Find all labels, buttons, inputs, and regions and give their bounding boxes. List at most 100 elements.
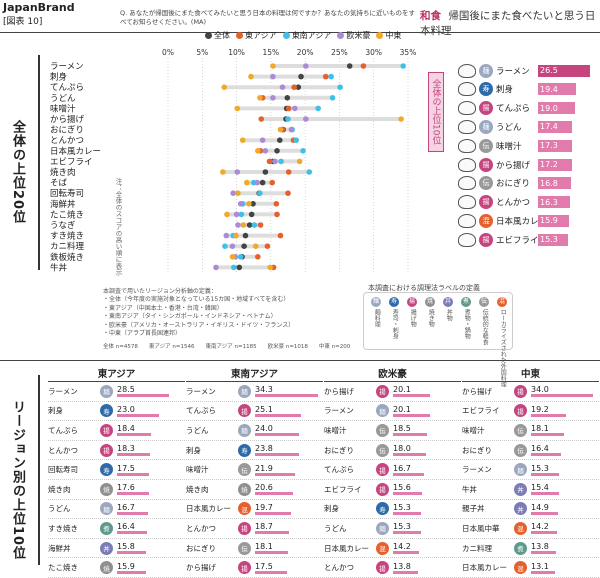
data-point [337, 84, 343, 90]
value-bar [117, 453, 151, 457]
data-point [279, 84, 286, 90]
region-row: うどん 麺 24.0 [186, 421, 323, 441]
value-bar [255, 472, 296, 476]
value-block: 15.4 [531, 483, 560, 496]
value-block: 14.2 [531, 522, 557, 535]
dish-icon [458, 138, 476, 153]
cooking-label-badge: 混 [376, 541, 389, 555]
label-badge: 焼 [425, 297, 435, 307]
value-text: 14.2 [393, 542, 411, 552]
value-block: 20.1 [393, 405, 430, 417]
data-point [315, 105, 321, 112]
dish-name: 日本風中華 [462, 523, 500, 533]
data-point [258, 116, 265, 122]
data-point [223, 232, 230, 239]
value-bar [393, 413, 430, 417]
x-tick-label: 15% [263, 48, 280, 57]
label-text: ローカライズされた外国料理 [499, 309, 507, 387]
cooking-label-badge: 寿 [100, 463, 113, 477]
data-point [276, 137, 283, 143]
page-title: 和食 帰国後にまた食べたいと思う日本料理 [420, 8, 600, 38]
data-point [306, 169, 313, 175]
top10-list: 麺ラーメン 26.5 寿刺身 19.4 揚てんぷら 19.0 麺うどん 17.4 伝味噌汁 17.… [458, 56, 600, 264]
label-text: 丼物 [445, 309, 453, 321]
value-bar [255, 453, 299, 457]
value-bar [117, 472, 149, 476]
dish-name: ラーメン [324, 406, 354, 416]
value-bar [117, 570, 147, 574]
dish-name: から揚げ [496, 160, 531, 171]
cooking-label-badge: 揚 [100, 443, 113, 457]
value-text: 18.0 [393, 444, 411, 454]
cooking-label-badge: 伝 [479, 138, 493, 153]
value-text: 20.1 [393, 385, 411, 395]
value-bar [117, 492, 150, 496]
label-badge: 混 [497, 297, 507, 307]
value-text: 16.4 [117, 522, 135, 532]
value-bar [393, 570, 419, 574]
region-row: 刺身 寿 23.8 [186, 441, 323, 461]
value-block: 16.7 [393, 464, 424, 476]
category-label: ラーメン [50, 62, 84, 72]
dish-icon [458, 157, 476, 172]
region-table: 欧米豪 から揚げ揚 20.1 ラーメン麺 20.1 味噌汁伝 18.5 おにぎり伝 18.0 てん… [324, 366, 461, 578]
value-bar [531, 472, 559, 476]
category-label: 味噌汁 [50, 103, 76, 114]
x-tick-label: 5% [196, 48, 208, 57]
region-row: 牛丼 丼 15.4 [462, 480, 599, 500]
value-text: 15.9 [117, 561, 135, 571]
value-bar [393, 394, 430, 398]
cooking-label-badge: 揚 [514, 384, 527, 398]
value-block: 18.3 [117, 444, 151, 457]
cooking-label-badge: 揚 [514, 404, 527, 418]
data-point [270, 95, 276, 101]
legend-swatch [236, 32, 243, 39]
cooking-label-badge: 伝 [376, 443, 389, 457]
data-point [250, 201, 256, 207]
cooking-label-badge: 揚 [238, 521, 251, 535]
value-text: 14.9 [531, 502, 549, 512]
category-label: 回転寿司 [50, 188, 84, 199]
note-line: ・中東（アラブ首長国連邦） [103, 330, 182, 338]
value-bar [393, 453, 426, 457]
value-bar [393, 472, 424, 476]
value-block: 18.7 [255, 522, 290, 535]
value-bar [255, 492, 293, 496]
category-label: 刺身 [50, 72, 67, 83]
x-tick-label: 0% [162, 48, 174, 57]
value-bar [531, 531, 557, 535]
value-block: 18.1 [255, 542, 289, 555]
data-point [259, 137, 266, 143]
value-text: 13.1 [531, 561, 549, 571]
value-text: 19.2 [531, 404, 549, 414]
value-block: 15.9 [117, 561, 147, 574]
dish-name: おにぎり [496, 179, 531, 190]
dish-name: 刺身 [496, 85, 514, 96]
title-tag: 和食 [420, 10, 441, 22]
category-label: 牛丼 [50, 262, 68, 273]
cooking-label-badge: 麺 [238, 423, 251, 437]
category-label: おにぎり [50, 125, 84, 136]
value-block: 13.1 [531, 562, 555, 574]
legend-item: 東アジア [236, 30, 277, 41]
value-text: 17.5 [255, 561, 273, 571]
label-text: 麺料理 [373, 309, 381, 327]
region-row: 味噌汁 伝 18.1 [462, 421, 599, 441]
value-bar: 15.9 [538, 214, 570, 227]
value-bar [393, 433, 427, 437]
region-row: てんぷら 揚 18.4 [48, 421, 185, 441]
value-bar [531, 492, 560, 496]
data-point [220, 169, 226, 175]
dish-name: てんぷら [48, 425, 78, 435]
value-block: 14.9 [531, 502, 559, 515]
data-point [221, 84, 228, 90]
region-row: ラーメン 麺 20.1 [324, 402, 461, 422]
region-row: から揚げ 揚 34.0 [462, 382, 599, 402]
value-bar [255, 531, 290, 535]
data-point [284, 95, 291, 101]
data-point [257, 222, 264, 228]
dish-name: 牛丼 [462, 484, 477, 494]
dish-name: から揚げ [324, 386, 354, 396]
data-point [240, 222, 247, 228]
title-text: 帰国後にまた食べたいと思う日本料理 [420, 10, 596, 37]
